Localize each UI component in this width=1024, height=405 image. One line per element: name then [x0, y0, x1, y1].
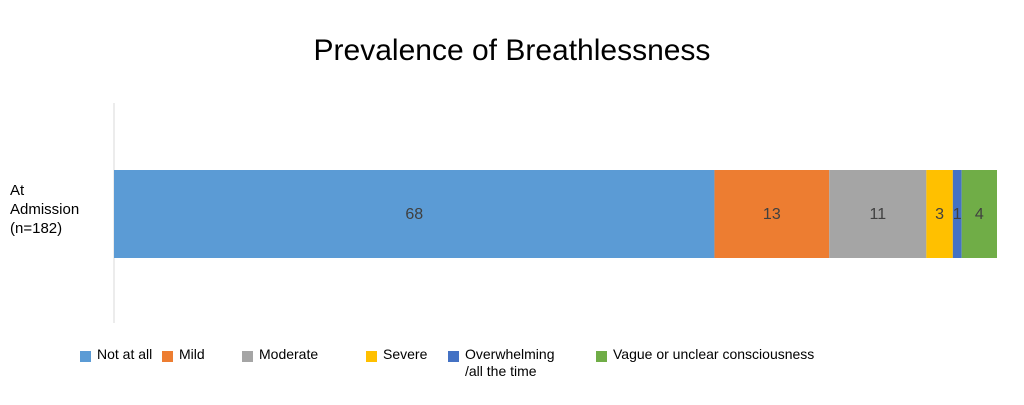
bar-segment — [829, 170, 927, 258]
legend-item: Severe — [366, 346, 427, 363]
data-label: 68 — [405, 206, 423, 223]
legend-swatch — [596, 351, 607, 362]
data-label: 3 — [935, 206, 944, 223]
legend-swatch — [80, 351, 91, 362]
legend-swatch — [162, 351, 173, 362]
legend-item: Moderate — [242, 346, 318, 363]
data-label: 4 — [975, 206, 984, 223]
data-label: 1 — [953, 206, 962, 223]
bar-segment — [926, 170, 953, 258]
bar-segment — [714, 170, 830, 258]
legend-label: Severe — [383, 346, 428, 362]
legend-item: Not at all — [80, 346, 152, 363]
legend-label: Moderate — [259, 346, 319, 362]
bar-segment — [961, 170, 997, 258]
legend-item: Overwhelming /all the time — [448, 346, 565, 380]
legend-item: Mild — [162, 346, 205, 363]
bar-segment — [952, 170, 962, 258]
bar-segment — [114, 170, 715, 258]
legend-label: Mild — [179, 346, 205, 362]
legend-swatch — [242, 351, 253, 362]
legend-item: Vague or unclear consciousness — [596, 346, 814, 363]
chart-title: Prevalence of Breathlessness — [314, 34, 711, 67]
data-label: 11 — [869, 206, 886, 223]
category-label: At Admission (n=182) — [10, 182, 80, 237]
legend-label: Overwhelming /all the time — [465, 346, 555, 379]
legend-swatch — [448, 351, 459, 362]
legend-label: Vague or unclear consciousness — [613, 346, 815, 362]
legend-label: Not at all — [97, 346, 153, 362]
data-label: 13 — [763, 206, 781, 223]
legend-swatch — [366, 351, 377, 362]
